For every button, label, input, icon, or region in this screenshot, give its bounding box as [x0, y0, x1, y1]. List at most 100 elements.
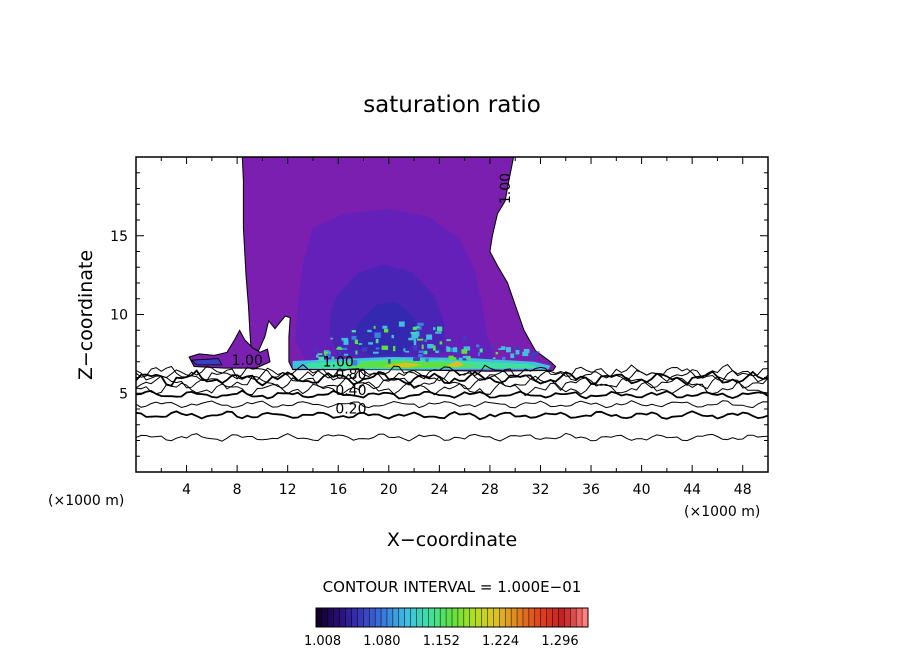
contour-lines [136, 363, 768, 442]
speckle [341, 337, 348, 341]
speckle [343, 339, 349, 345]
speckle [417, 322, 424, 326]
colorbar-cell [558, 608, 565, 627]
speckle [498, 348, 503, 350]
speckle [415, 326, 420, 329]
contour-line [136, 367, 768, 383]
speckle [437, 326, 443, 332]
speckle [492, 357, 496, 359]
colorbar-cell [505, 608, 512, 627]
colorbar-cell [327, 608, 335, 627]
speckle [462, 358, 467, 361]
colorbar-cell [564, 608, 571, 627]
colorbar-cell [493, 608, 500, 627]
colorbar-cell [517, 608, 524, 627]
speckle [500, 346, 506, 350]
x-tick-label: 4 [182, 482, 191, 498]
speckle [501, 356, 506, 361]
colorbar-cell [552, 608, 559, 627]
contour-line [136, 373, 768, 392]
speckle [318, 356, 324, 361]
y-axis-label: Z−coordinate [75, 250, 97, 380]
speckle [463, 336, 467, 341]
speckle [448, 355, 454, 360]
colorbar-tick-label: 1.224 [482, 634, 519, 649]
speckle [476, 344, 480, 348]
speckle [351, 360, 358, 366]
colorbar-cell [416, 608, 423, 627]
speckle [532, 351, 540, 354]
x-tick-label: 44 [683, 482, 701, 498]
speckle [354, 339, 358, 345]
colorbar-cell [511, 608, 518, 627]
speckle [351, 359, 354, 361]
speckle [351, 330, 356, 333]
colorbar-cell [381, 608, 388, 627]
speckle [416, 338, 424, 341]
speckle [331, 356, 335, 360]
colorbar-cell [357, 608, 364, 627]
speckle [462, 355, 469, 359]
contour-label: 0.20 [335, 402, 366, 418]
contour-label: 0.40 [335, 383, 366, 399]
colorbar-cell [363, 608, 370, 627]
contour-line [136, 400, 768, 409]
speckle [456, 349, 460, 355]
speckle [515, 354, 519, 358]
speckle [463, 346, 471, 351]
plot-area [136, 157, 768, 442]
speckle [433, 345, 436, 351]
x-axis-label: X−coordinate [387, 529, 517, 551]
x-tick-label: 40 [633, 482, 651, 498]
speckle [426, 334, 433, 340]
speckle [391, 334, 394, 339]
speckle [403, 348, 406, 352]
speckle [355, 350, 358, 355]
x-tick-label: 36 [582, 482, 600, 498]
y-axis-ticks: 5 10 15 [110, 172, 768, 457]
colorbar-cell [457, 608, 465, 627]
speckle [398, 321, 405, 327]
colorbar-tick-label: 1.296 [541, 634, 578, 649]
colorbar-tick-labels: 1.008 1.080 1.152 1.224 1.296 [304, 634, 579, 649]
colorbar-cell [428, 608, 435, 627]
speckle [439, 359, 443, 363]
speckle [336, 348, 343, 350]
x-tick-label: 16 [329, 482, 347, 498]
colorbar-cell [576, 608, 583, 627]
colorbar-cell [452, 608, 459, 627]
colorbar-cell [570, 608, 577, 627]
x-tick-label: 28 [481, 482, 499, 498]
colorbar-cell [582, 608, 589, 627]
x-tick-label: 20 [380, 482, 398, 498]
contour-line [136, 363, 768, 380]
contour-line [136, 389, 768, 400]
speckle [454, 357, 459, 360]
colorbar-cell [351, 608, 358, 627]
chart-title: saturation ratio [363, 92, 541, 118]
colorbar-cell [463, 608, 471, 627]
speckle [477, 352, 480, 356]
speckle [325, 353, 331, 358]
x-tick-label: 48 [734, 482, 752, 498]
speckle [327, 351, 331, 355]
colorbar-tick-label: 1.008 [304, 634, 341, 649]
speckle [446, 346, 449, 352]
speckle [413, 338, 416, 343]
speckle [515, 350, 520, 355]
speckle [388, 359, 391, 364]
colorbar-cell [398, 608, 405, 627]
contour-line [136, 432, 768, 442]
speckle [530, 356, 535, 360]
saturation-speckles [313, 321, 540, 366]
speckle [367, 329, 372, 333]
colorbar-cell [333, 608, 340, 627]
speckle [340, 347, 348, 351]
x-unit-left: (×1000 m) [48, 493, 124, 509]
base-band-hotspot-2 [446, 361, 465, 368]
speckle [461, 349, 468, 354]
colorbar-cell [446, 608, 453, 627]
speckle [490, 345, 494, 350]
colorbar-tick-label: 1.152 [423, 634, 460, 649]
colorbar-cell [522, 608, 530, 627]
